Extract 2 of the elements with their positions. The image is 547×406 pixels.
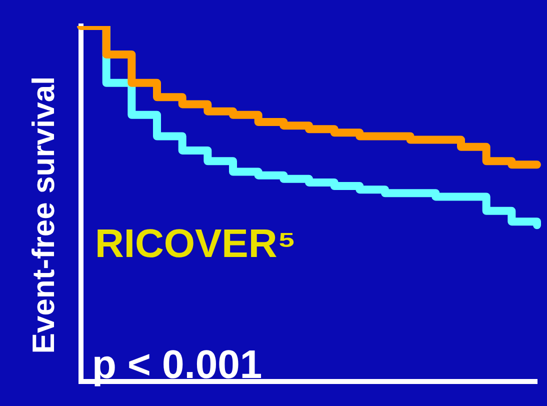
y-axis-title: Event-free survival bbox=[26, 76, 62, 354]
annotation: RICOVER⁵ bbox=[95, 222, 296, 267]
